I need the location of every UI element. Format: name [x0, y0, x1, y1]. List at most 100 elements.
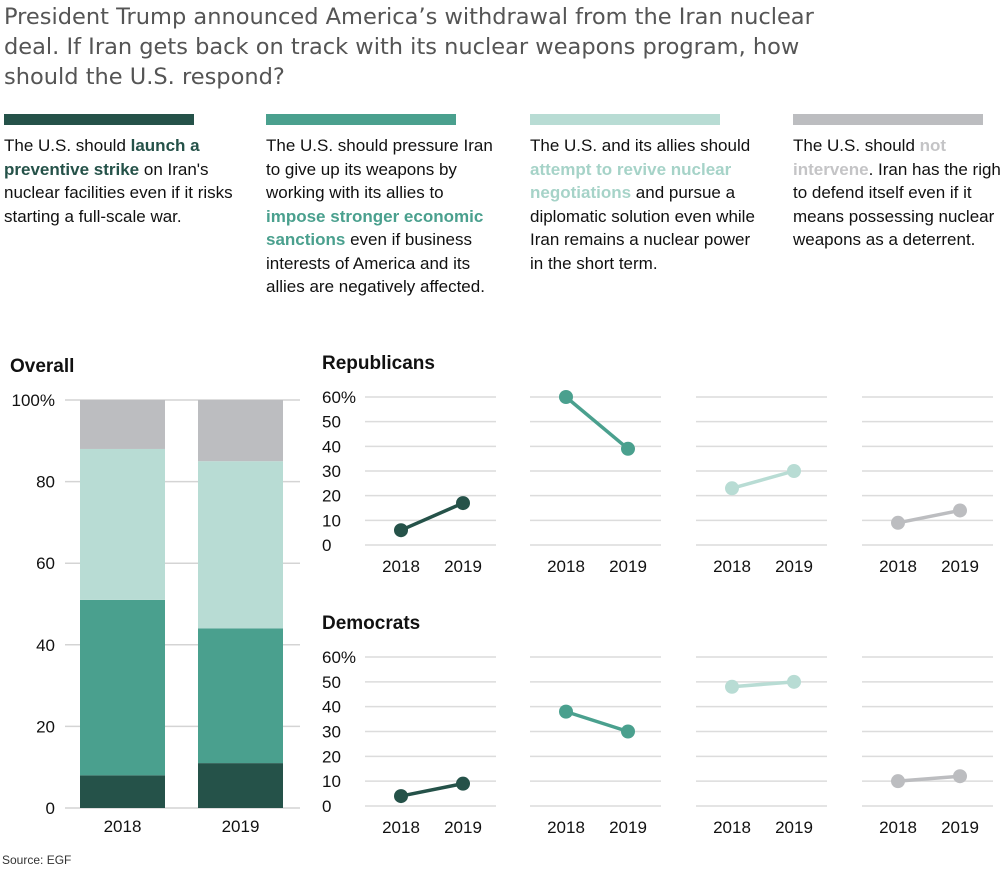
highlighted-phrase: not intervene — [793, 136, 947, 179]
data-point — [725, 679, 739, 694]
series-line — [731, 680, 795, 689]
y-tick-label: 0 — [322, 797, 331, 816]
y-tick-label: 10 — [322, 772, 341, 791]
data-point — [787, 464, 801, 478]
data-point — [621, 441, 635, 456]
data-point — [891, 515, 905, 530]
data-point — [621, 724, 635, 739]
x-tick-label: 2019 — [775, 818, 813, 837]
y-tick-label: 40 — [322, 698, 341, 717]
bar-segment — [198, 763, 283, 808]
bar-segment — [198, 400, 283, 462]
series-line — [897, 774, 961, 783]
highlighted-phrase: launch a preventive strike — [4, 136, 200, 179]
x-tick-label: 2018 — [547, 818, 585, 837]
y-tick-label: 50 — [322, 673, 341, 692]
y-tick-label: 0 — [322, 536, 331, 555]
panel-title: Democrats — [322, 613, 420, 634]
source-note: Source: EGF — [2, 853, 72, 867]
y-tick-label: 20 — [36, 717, 55, 736]
panel-title: Republicans — [322, 353, 435, 374]
text-segment: The U.S. should — [793, 136, 920, 155]
y-tick-label: 60 — [36, 554, 55, 573]
title-line: President Trump announced America’s with… — [4, 4, 814, 30]
bar-segment — [80, 599, 165, 776]
option-legend-strike: The U.S. should launch a preventive stri… — [4, 114, 239, 228]
legend-text: The U.S. and its allies should attempt t… — [530, 134, 760, 275]
overall-title: Overall — [10, 356, 74, 377]
bar-segment — [80, 448, 165, 600]
chart-title: President Trump announced America’s with… — [4, 2, 994, 92]
x-tick-label: 2018 — [879, 818, 917, 837]
legend-swatch — [793, 114, 983, 125]
highlighted-phrase: attempt to revive nuclear negotiations — [530, 159, 732, 203]
highlighted-phrase: impose stronger economic sanctions — [266, 206, 484, 250]
data-point — [891, 774, 905, 789]
x-tick-label: 2019 — [941, 818, 979, 837]
legend-text: The U.S. should launch a preventive stri… — [4, 134, 234, 228]
legend-swatch — [4, 114, 194, 125]
bar-segment — [198, 461, 283, 629]
data-point — [559, 704, 573, 719]
x-tick-label: 2019 — [609, 818, 647, 837]
data-point — [394, 523, 408, 538]
data-point — [559, 390, 573, 404]
text-segment: and pursue a diplomatic solution even wh… — [530, 183, 755, 273]
series-line — [565, 709, 629, 734]
data-point — [725, 481, 739, 496]
y-tick-label: 100% — [12, 391, 55, 410]
option-legend-sanctions: The U.S. should pressure Iran to give up… — [266, 114, 501, 299]
x-tick-label: 2019 — [775, 557, 813, 576]
series-line — [897, 508, 961, 525]
x-tick-label: 2018 — [547, 557, 585, 576]
series-line — [400, 501, 464, 532]
data-point — [456, 496, 470, 511]
x-tick-label: 2018 — [713, 557, 751, 576]
text-segment: The U.S. and its allies should — [530, 136, 751, 155]
bar-segment — [80, 775, 165, 808]
y-tick-label: 50 — [322, 413, 341, 432]
x-tick-label: 2019 — [444, 818, 482, 837]
legend-text: The U.S. should pressure Iran to give up… — [266, 134, 496, 299]
title-line: should the U.S. respond? — [4, 64, 285, 90]
x-tick-label: 2019 — [609, 557, 647, 576]
bar-segment — [80, 400, 165, 449]
x-tick-label: 2018 — [382, 557, 420, 576]
text-segment: The U.S. should — [4, 136, 131, 155]
series-line — [564, 395, 630, 451]
data-point — [953, 769, 967, 784]
y-tick-label: 60% — [322, 648, 356, 667]
y-tick-label: 80 — [36, 473, 55, 492]
text-segment: even if business interests of America an… — [266, 230, 485, 296]
data-point — [394, 789, 408, 804]
legend-text: The U.S. should not intervene. Iran has … — [793, 134, 1000, 252]
y-tick-label: 0 — [46, 799, 55, 818]
y-tick-label: 20 — [322, 747, 341, 766]
text-segment: . Iran has the right to defend itself ev… — [793, 159, 1000, 250]
x-tick-label: 2018 — [879, 557, 917, 576]
option-legend-negotiations: The U.S. and its allies should attempt t… — [530, 114, 765, 275]
option-legend-not-intervene: The U.S. should not intervene. Iran has … — [793, 114, 1000, 252]
x-tick-label: 2018 — [104, 817, 142, 836]
x-tick-label: 2018 — [713, 818, 751, 837]
y-tick-label: 40 — [322, 437, 341, 456]
x-tick-label: 2019 — [444, 557, 482, 576]
data-point — [456, 776, 470, 791]
bar-segment — [198, 628, 283, 764]
data-point — [787, 674, 801, 689]
title-line: deal. If Iran gets back on track with it… — [4, 34, 800, 60]
series-line — [731, 469, 795, 490]
legend-swatch — [266, 114, 456, 125]
series-line — [400, 781, 464, 798]
y-tick-label: 10 — [322, 511, 341, 530]
y-tick-label: 20 — [322, 487, 341, 506]
legend-swatch — [530, 114, 720, 125]
data-point — [953, 503, 967, 518]
text-segment: on Iran's nuclear facilities even if it … — [4, 159, 233, 226]
x-tick-label: 2018 — [382, 818, 420, 837]
y-tick-label: 40 — [36, 636, 55, 655]
x-tick-label: 2019 — [941, 557, 979, 576]
text-segment: The U.S. should pressure Iran to give up… — [266, 136, 493, 202]
y-tick-label: 30 — [322, 462, 341, 481]
